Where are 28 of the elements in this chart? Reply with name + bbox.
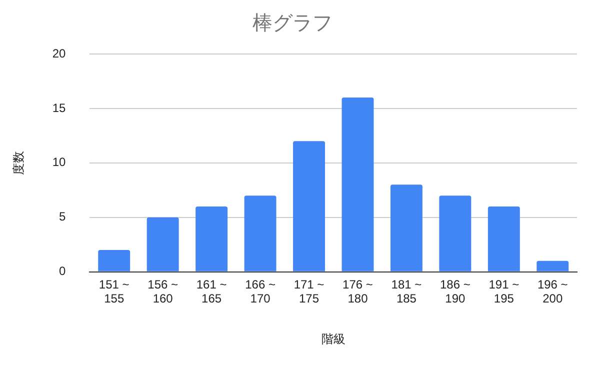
x-tick-label: 181 ~ 185 xyxy=(391,277,422,306)
bar xyxy=(293,141,325,272)
y-tick-label: 20 xyxy=(52,46,66,60)
x-tick-label: 196 ~ 200 xyxy=(537,277,568,306)
y-axis-title: 度数 xyxy=(12,150,26,175)
bar xyxy=(439,196,472,272)
x-tick-label: 191 ~ 195 xyxy=(488,277,520,306)
x-tick-label: 186 ~ 190 xyxy=(440,277,470,306)
x-tick-label: 166 ~ 170 xyxy=(245,277,276,306)
x-axis-title: 階級 xyxy=(321,332,346,346)
y-tick-label: 15 xyxy=(52,100,66,115)
y-tick-label: 5 xyxy=(59,210,66,224)
bar xyxy=(536,260,569,272)
bar xyxy=(146,217,179,272)
bar xyxy=(244,196,276,272)
x-tick-label: 151 ~ 155 xyxy=(98,277,130,306)
x-tick-label: 156 ~ 160 xyxy=(148,277,178,306)
y-tick-label: 0 xyxy=(59,264,66,278)
chart-title: 棒グラフ xyxy=(252,12,332,35)
bar xyxy=(488,206,520,272)
x-tick-label: 176 ~ 180 xyxy=(342,277,373,306)
x-tick-label: 171 ~ 175 xyxy=(294,277,324,306)
bar xyxy=(98,250,130,272)
x-tick-label: 161 ~ 165 xyxy=(196,277,227,306)
bar xyxy=(196,206,228,272)
bar xyxy=(342,98,374,272)
y-tick-label: 10 xyxy=(52,155,66,170)
bar xyxy=(390,184,422,272)
